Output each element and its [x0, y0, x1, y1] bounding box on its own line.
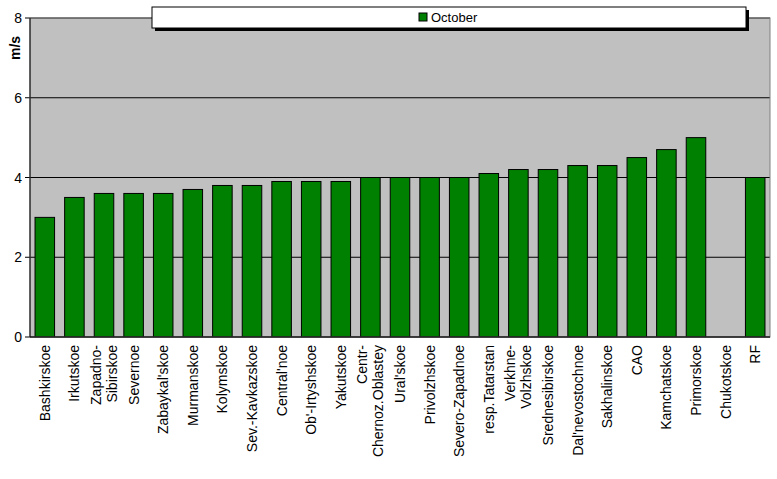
x-axis: [30, 337, 770, 338]
tick-mark: [25, 177, 30, 178]
bar: [479, 174, 499, 337]
bar: [94, 193, 114, 337]
category-label: Dal'nevostochnoe: [570, 345, 586, 456]
category-label: Severo-Zapadnoe: [451, 345, 467, 457]
bar: [361, 178, 381, 338]
bar: [183, 189, 203, 337]
category-label: Ob'-Irtyshskoe: [303, 345, 319, 435]
bar: [272, 181, 292, 337]
bar: [509, 170, 529, 337]
bar: [538, 170, 558, 337]
tick-mark: [25, 257, 30, 258]
category-label: Privolzhskoe: [422, 345, 438, 425]
category-label: Verkhne-Volzhskoe: [502, 345, 534, 409]
category-label: Murmanskoe: [185, 345, 201, 426]
bar: [657, 150, 677, 337]
plot-frame: [30, 18, 770, 337]
bar: [153, 193, 173, 337]
bar: [65, 197, 85, 337]
category-label: CAO: [629, 345, 645, 375]
bars: [35, 138, 765, 337]
bar: [213, 185, 233, 337]
y-axis: [30, 18, 31, 337]
chart: 0 2 4 6 8 Bashkirskoe Irkutskoe Zapadno-Sibirsk…: [0, 0, 777, 479]
bar: [597, 166, 617, 337]
category-label: Primorskoe: [688, 345, 704, 416]
tick-label: 2: [14, 249, 22, 265]
category-label: Centr-Chernoz.Oblastey: [354, 345, 386, 457]
plot-area: [30, 18, 770, 337]
bar: [35, 217, 55, 337]
bar: [331, 181, 351, 337]
tick-label: 4: [14, 170, 22, 186]
grid-line: [30, 337, 770, 338]
axis-label: m/s: [7, 36, 23, 60]
bar: [568, 166, 588, 337]
bar: [301, 181, 321, 337]
category-label: Zapadno-Sibirskoe: [88, 345, 120, 405]
tick-label: 0: [14, 329, 22, 345]
category-label: Bashkirskoe: [37, 345, 53, 421]
legend-box: [152, 7, 746, 28]
category-label: Irkutskoe: [66, 345, 82, 402]
tick-label: 8: [14, 10, 22, 26]
legend: October: [152, 7, 749, 31]
category-label: Central'noe: [274, 345, 290, 416]
tick-label: 6: [14, 90, 22, 106]
legend-label: October: [431, 10, 478, 25]
category-label: Chukotskoe: [718, 345, 734, 419]
legend-swatch: [419, 13, 427, 21]
category-label: Zabaykal'skoe: [155, 345, 171, 434]
category-label: Kamchatskoe: [658, 345, 674, 430]
bar: [745, 178, 765, 338]
category-label: Sakhalinskoe: [599, 345, 615, 428]
category-label: Kolymskoe: [214, 345, 230, 414]
category-label: resp.Tatarstan: [481, 345, 497, 434]
bar: [627, 158, 647, 337]
tick-mark: [25, 337, 30, 338]
category-label: Yakutskoe: [333, 345, 349, 410]
category-label: RF: [747, 345, 763, 364]
category-label: Srednesibirskoe: [540, 345, 556, 446]
grid-line: [30, 97, 770, 98]
bar: [242, 185, 262, 337]
bar: [390, 178, 410, 338]
bar: [686, 138, 706, 337]
tick-mark: [25, 18, 30, 19]
category-label: Ural'skoe: [392, 345, 408, 403]
category-label: Severnoe: [126, 345, 142, 405]
bar: [449, 178, 469, 338]
tick-mark: [25, 97, 30, 98]
category-label: Sev.-Kavkazskoe: [244, 345, 260, 452]
bar: [420, 178, 440, 338]
bar: [124, 193, 144, 337]
